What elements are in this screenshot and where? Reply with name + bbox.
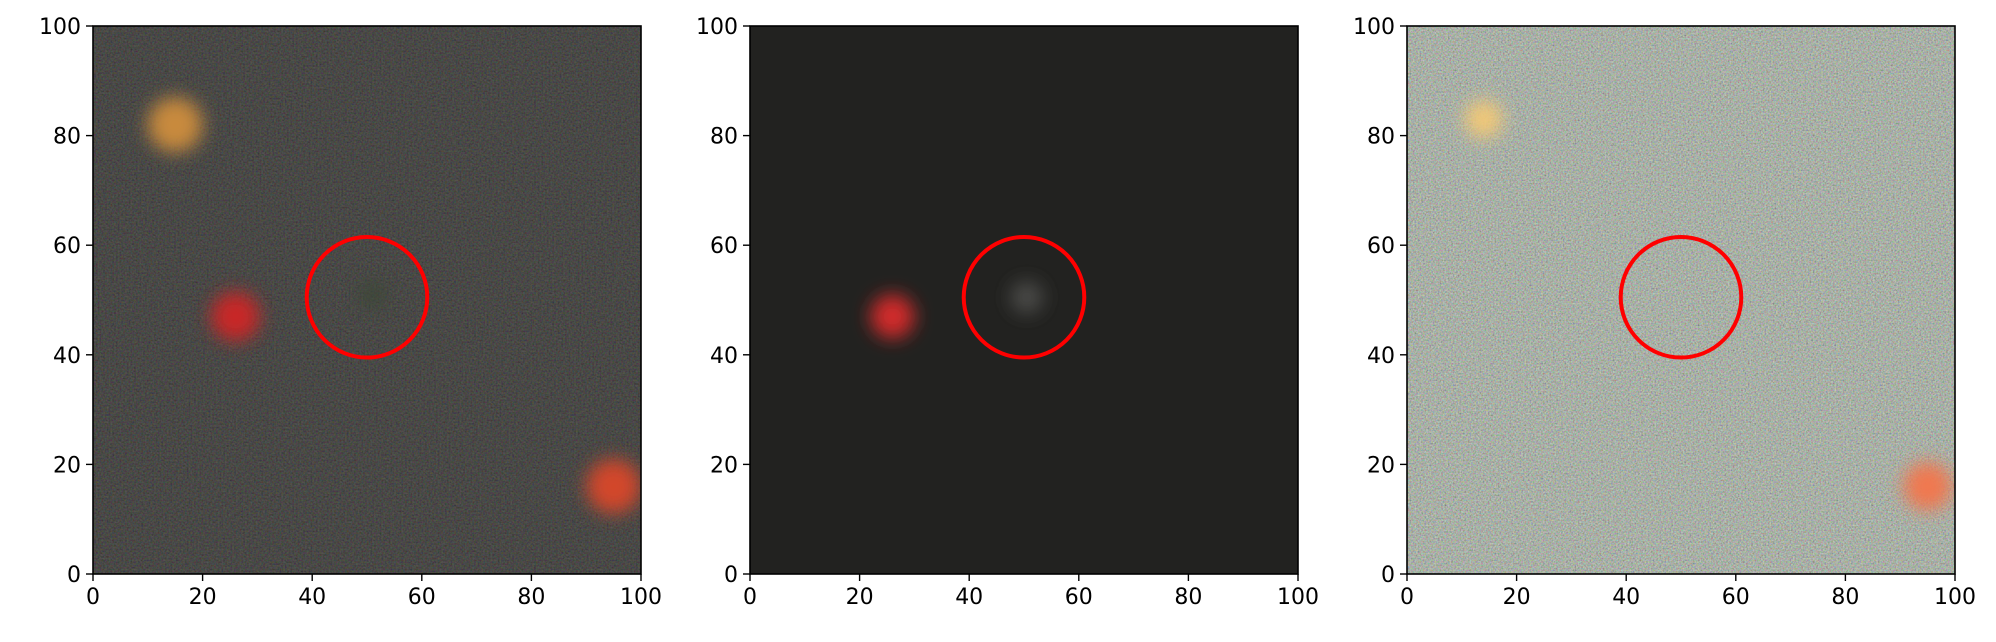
- axes-frame: [92, 25, 642, 575]
- x-tick-label: 80: [1174, 585, 1202, 610]
- x-tick-label: 20: [1503, 585, 1531, 610]
- y-tick-label: 80: [53, 125, 81, 150]
- source-blob: [358, 280, 387, 309]
- y-tick-label: 60: [53, 234, 81, 259]
- source-blob: [1902, 461, 1953, 511]
- source-blob: [147, 97, 203, 153]
- x-tick-label: 0: [1400, 585, 1414, 610]
- marker-circle: [1618, 234, 1744, 360]
- y-tick-label: 40: [710, 344, 738, 369]
- y-tick-label: 20: [53, 453, 81, 478]
- source-blob: [1464, 99, 1503, 139]
- y-tick-label: 40: [53, 344, 81, 369]
- x-tick-label: 60: [1722, 585, 1750, 610]
- x-tick-label: 60: [408, 585, 436, 610]
- x-tick-label: 40: [298, 585, 326, 610]
- y-tick-label: 80: [710, 125, 738, 150]
- source-blob: [1010, 280, 1044, 314]
- y-tick-label: 60: [1367, 234, 1395, 259]
- y-tick-label: 0: [724, 563, 738, 588]
- y-tick-label: 0: [67, 563, 81, 588]
- panel-image-model: [750, 26, 1298, 574]
- x-tick-label: 80: [517, 585, 545, 610]
- x-tick-label: 20: [189, 585, 217, 610]
- y-tick-label: 100: [39, 15, 81, 40]
- panel-model: 0 20 40 60 80 100 0 20 40 60 80 100: [696, 15, 1319, 610]
- x-tick-label: 100: [1934, 585, 1976, 610]
- x-tick-label: 0: [86, 585, 100, 610]
- marker-circle: [304, 234, 430, 360]
- marker-circle: [961, 234, 1087, 360]
- y-tick-label: 40: [1367, 344, 1395, 369]
- x-tick-label: 100: [1277, 585, 1319, 610]
- y-tick-label: 80: [1367, 125, 1395, 150]
- x-tick-label: 40: [1612, 585, 1640, 610]
- x-tick-label: 80: [1831, 585, 1859, 610]
- panel-image: 0 20 40 60 80 100 0 20 40 60 80 100: [39, 15, 662, 610]
- y-tick-label: 20: [710, 453, 738, 478]
- y-tick-label: 100: [696, 15, 738, 40]
- x-tick-label: 100: [620, 585, 662, 610]
- y-tick-label: 100: [1353, 15, 1395, 40]
- x-tick-label: 60: [1065, 585, 1093, 610]
- y-tick-label: 0: [1381, 563, 1395, 588]
- y-tick-label: 60: [710, 234, 738, 259]
- panel-image-image: [93, 26, 641, 574]
- axes-frame: [1406, 25, 1956, 575]
- axes-frame: [749, 25, 1299, 575]
- source-blob: [586, 458, 641, 514]
- source-blob: [210, 291, 261, 342]
- panel-image-residual: [1407, 26, 1955, 574]
- panel-residual: 0 20 40 60 80 100 0 20 40 60 80 100: [1353, 15, 1976, 610]
- y-tick-label: 20: [1367, 453, 1395, 478]
- x-tick-label: 20: [846, 585, 874, 610]
- source-blob: [870, 294, 915, 339]
- x-tick-label: 40: [955, 585, 983, 610]
- x-tick-label: 0: [743, 585, 757, 610]
